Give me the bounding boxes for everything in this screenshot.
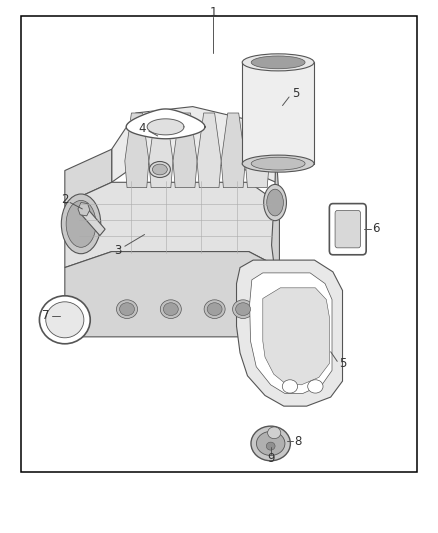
- Polygon shape: [197, 113, 221, 188]
- Text: 1: 1: [209, 6, 217, 19]
- Text: 9: 9: [267, 452, 275, 465]
- Text: 5: 5: [292, 87, 299, 100]
- Ellipse shape: [61, 194, 101, 254]
- Ellipse shape: [256, 432, 285, 455]
- Bar: [21, 16, 417, 472]
- Polygon shape: [65, 252, 279, 337]
- Polygon shape: [149, 113, 173, 188]
- Ellipse shape: [236, 303, 251, 316]
- Polygon shape: [65, 182, 279, 268]
- Polygon shape: [173, 113, 197, 188]
- Polygon shape: [80, 207, 105, 236]
- Ellipse shape: [204, 300, 225, 319]
- Ellipse shape: [39, 296, 90, 344]
- Polygon shape: [221, 113, 245, 188]
- Ellipse shape: [307, 379, 323, 393]
- Text: 7: 7: [42, 309, 50, 322]
- Ellipse shape: [242, 155, 314, 172]
- Ellipse shape: [251, 56, 305, 69]
- Text: 3: 3: [114, 244, 121, 257]
- Polygon shape: [147, 119, 184, 135]
- Ellipse shape: [160, 300, 181, 319]
- Text: 6: 6: [372, 222, 380, 235]
- Ellipse shape: [242, 54, 314, 71]
- Ellipse shape: [266, 442, 275, 450]
- Ellipse shape: [66, 200, 96, 247]
- Ellipse shape: [152, 164, 167, 175]
- Polygon shape: [125, 113, 149, 188]
- Ellipse shape: [251, 157, 305, 170]
- Polygon shape: [272, 149, 279, 273]
- Polygon shape: [250, 273, 332, 393]
- Text: 5: 5: [339, 357, 346, 370]
- Polygon shape: [237, 260, 343, 406]
- Polygon shape: [78, 203, 90, 216]
- Ellipse shape: [149, 161, 170, 177]
- Ellipse shape: [120, 303, 134, 316]
- Ellipse shape: [117, 300, 138, 319]
- Text: 2: 2: [61, 193, 69, 206]
- Ellipse shape: [163, 303, 178, 316]
- Polygon shape: [245, 113, 269, 188]
- Polygon shape: [242, 62, 314, 164]
- Ellipse shape: [251, 426, 290, 461]
- FancyBboxPatch shape: [335, 211, 360, 248]
- Polygon shape: [263, 288, 329, 385]
- Polygon shape: [65, 149, 112, 204]
- Ellipse shape: [268, 427, 281, 439]
- Ellipse shape: [233, 300, 254, 319]
- Ellipse shape: [264, 184, 286, 221]
- Polygon shape: [112, 107, 276, 182]
- Ellipse shape: [207, 303, 222, 316]
- Ellipse shape: [267, 189, 283, 216]
- Ellipse shape: [46, 302, 84, 338]
- FancyBboxPatch shape: [329, 204, 366, 255]
- Polygon shape: [126, 109, 205, 139]
- Ellipse shape: [282, 379, 298, 393]
- Text: 4: 4: [138, 123, 146, 135]
- Text: 8: 8: [294, 435, 301, 448]
